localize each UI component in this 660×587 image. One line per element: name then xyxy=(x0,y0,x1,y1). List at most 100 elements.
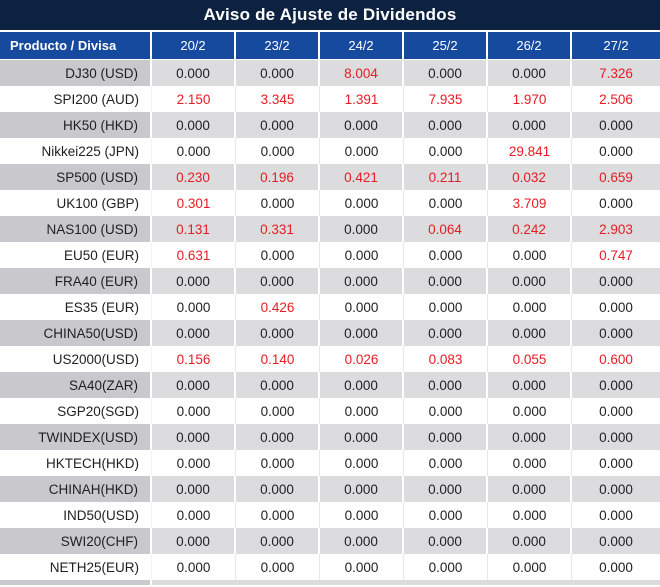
value-cell: 0.083 xyxy=(404,346,488,372)
value-cell: 0.000 xyxy=(152,450,236,476)
value-cell: 0.000 xyxy=(404,554,488,580)
value-cell: 0.000 xyxy=(488,294,572,320)
value-cell: 2.506 xyxy=(599,91,633,107)
value-cell: 0.000 xyxy=(152,138,236,164)
value-cell: 3.345 xyxy=(236,86,320,112)
table-row: SA40(ZAR) 0.000 0.000 0.000 0.000 0.000 0.000 xyxy=(0,372,660,398)
value-cell: 0.000 xyxy=(320,424,404,450)
value-cell: 0.000 xyxy=(488,242,572,268)
value-cell: 0.140 xyxy=(236,346,320,372)
value-cell: 0.000 xyxy=(152,476,236,502)
value-cell: 0.000 xyxy=(320,294,404,320)
product-cell: HKTECH(HKD) xyxy=(0,450,152,476)
value-cell: 0.000 xyxy=(404,502,488,528)
value-cell: 0.000 xyxy=(236,450,320,476)
column-header-date: 25/2 xyxy=(404,32,488,59)
table-row: SPI200 (AUD) 2.150 3.345 1.391 7.935 1.970 2.5… xyxy=(0,86,660,112)
table-header-row: Producto / Divisa 20/2 23/2 24/2 25/2 26/2 27… xyxy=(0,32,660,60)
value-cell: 0.000 xyxy=(152,112,236,138)
value-cell: 0.000 xyxy=(488,554,572,580)
product-cell: CHINA50(USD) xyxy=(0,320,152,346)
value-cell: 0.000 xyxy=(599,273,633,289)
product-cell: SA40(ZAR) xyxy=(0,372,152,398)
value-cell: 0.000 xyxy=(404,320,488,346)
value-cell: 0.000 xyxy=(320,138,404,164)
value-cell: 0.000 xyxy=(404,190,488,216)
partial-value-cells xyxy=(152,580,660,585)
value-cell: 0.000 xyxy=(488,60,572,86)
value-cell: 0.000 xyxy=(404,424,488,450)
value-cell: 0.000 xyxy=(599,507,633,523)
value-cell: 0.000 xyxy=(404,112,488,138)
value-cell: 0.600 xyxy=(599,351,633,367)
value-cell: 0.000 xyxy=(488,372,572,398)
value-cell: 0.000 xyxy=(236,320,320,346)
value-cell: 3.709 xyxy=(488,190,572,216)
value-cell: 0.064 xyxy=(404,216,488,242)
value-cell: 0.211 xyxy=(404,164,488,190)
value-cell: 0.000 xyxy=(152,372,236,398)
value-cell: 0.000 xyxy=(236,138,320,164)
value-cell: 0.000 xyxy=(599,377,633,393)
value-cell: 0.331 xyxy=(236,216,320,242)
value-cell: 0.000 xyxy=(236,476,320,502)
value-cell: 0.000 xyxy=(320,190,404,216)
value-cell: 0.000 xyxy=(599,195,633,211)
value-cell: 2.150 xyxy=(152,86,236,112)
value-cell: 0.000 xyxy=(404,268,488,294)
value-cell: 0.000 xyxy=(599,325,633,341)
value-cell: 0.000 xyxy=(488,450,572,476)
value-cell: 0.000 xyxy=(488,268,572,294)
product-cell: SWI20(CHF) xyxy=(0,528,152,554)
value-cell: 0.000 xyxy=(404,528,488,554)
table-row: Nikkei225 (JPN) 0.000 0.000 0.000 0.000 29.84… xyxy=(0,138,660,164)
value-cell: 0.230 xyxy=(152,164,236,190)
product-cell: NAS100 (USD) xyxy=(0,216,152,242)
value-cell: 0.000 xyxy=(599,117,633,133)
table-row: US2000(USD) 0.156 0.140 0.026 0.083 0.055 0.60… xyxy=(0,346,660,372)
value-cell: 8.004 xyxy=(320,60,404,86)
value-cell: 0.000 xyxy=(599,403,633,419)
value-cell: 0.000 xyxy=(320,268,404,294)
value-cell: 0.000 xyxy=(488,476,572,502)
table-row: SGP20(SGD) 0.000 0.000 0.000 0.000 0.000 0.000 xyxy=(0,398,660,424)
product-cell: SGP20(SGD) xyxy=(0,398,152,424)
product-cell: Nikkei225 (JPN) xyxy=(0,138,152,164)
value-cell: 0.242 xyxy=(488,216,572,242)
value-cell: 0.000 xyxy=(488,528,572,554)
value-cell: 0.000 xyxy=(236,268,320,294)
value-cell: 0.000 xyxy=(404,372,488,398)
value-cell: 0.000 xyxy=(236,60,320,86)
table-row: EU50 (EUR) 0.631 0.000 0.000 0.000 0.000 0.747 xyxy=(0,242,660,268)
table-row: HK50 (HKD) 0.000 0.000 0.000 0.000 0.000 0.000 xyxy=(0,112,660,138)
value-cell: 1.391 xyxy=(320,86,404,112)
table-row: NAS100 (USD) 0.131 0.331 0.000 0.064 0.242 2.9… xyxy=(0,216,660,242)
value-cell: 0.026 xyxy=(320,346,404,372)
value-cell: 0.000 xyxy=(320,320,404,346)
value-cell: 0.000 xyxy=(320,398,404,424)
value-cell: 0.000 xyxy=(320,476,404,502)
value-cell: 0.000 xyxy=(404,476,488,502)
product-cell: FRA40 (EUR) xyxy=(0,268,152,294)
value-cell: 0.000 xyxy=(236,372,320,398)
value-cell: 0.000 xyxy=(488,502,572,528)
value-cell: 0.000 xyxy=(236,242,320,268)
table-body: DJ30 (USD) 0.000 0.000 8.004 0.000 0.000 7.326… xyxy=(0,60,660,580)
value-cell: 0.000 xyxy=(320,216,404,242)
value-cell: 0.301 xyxy=(152,190,236,216)
value-cell: 0.000 xyxy=(152,294,236,320)
value-cell: 0.659 xyxy=(599,169,633,185)
value-cell: 0.000 xyxy=(599,559,633,575)
table-row: ES35 (EUR) 0.000 0.426 0.000 0.000 0.000 0.000 xyxy=(0,294,660,320)
product-cell: ES35 (EUR) xyxy=(0,294,152,320)
value-cell: 0.000 xyxy=(320,242,404,268)
value-cell: 0.000 xyxy=(404,242,488,268)
product-cell: NETH25(EUR) xyxy=(0,554,152,580)
value-cell: 0.426 xyxy=(236,294,320,320)
partial-next-row xyxy=(0,580,660,585)
table-row: FRA40 (EUR) 0.000 0.000 0.000 0.000 0.000 0.00… xyxy=(0,268,660,294)
value-cell: 0.000 xyxy=(320,528,404,554)
value-cell: 0.000 xyxy=(404,398,488,424)
table-row: CHINAH(HKD) 0.000 0.000 0.000 0.000 0.000 0.00… xyxy=(0,476,660,502)
